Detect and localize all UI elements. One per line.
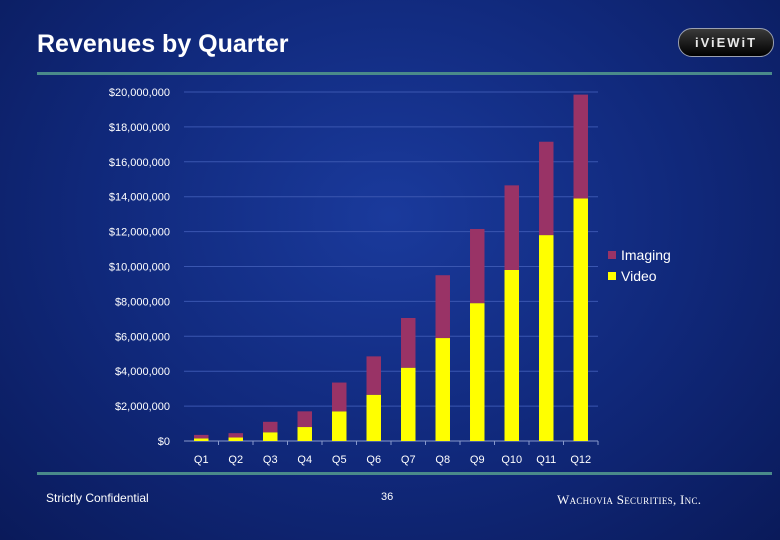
bar-video-q7 (401, 367, 416, 441)
bar-video-q9 (470, 303, 485, 441)
x-tick-label: Q4 (297, 454, 312, 466)
company-name: Wachovia Securities, Inc. (557, 492, 702, 507)
x-tick-label: Q8 (435, 454, 450, 466)
footer-divider (37, 472, 772, 475)
legend-swatch-video (608, 272, 616, 280)
y-tick-label: $14,000,000 (109, 192, 170, 204)
y-tick-label: $16,000,000 (109, 157, 170, 169)
y-tick-label: $12,000,000 (109, 227, 170, 239)
bar-video-q12 (573, 198, 588, 441)
bar-video-q11 (539, 235, 554, 441)
confidential-label: Strictly Confidential (46, 491, 149, 505)
x-tick-label: Q1 (194, 454, 209, 466)
x-tick-label: Q7 (401, 454, 416, 466)
bar-video-q4 (297, 427, 312, 441)
bar-imaging-q6 (366, 356, 381, 395)
legend-label-imaging: Imaging (621, 247, 671, 263)
bar-imaging-q7 (401, 317, 416, 368)
bar-imaging-q5 (332, 382, 347, 412)
bar-video-q6 (366, 394, 381, 441)
x-tick-label: Q5 (332, 454, 347, 466)
bar-video-q5 (332, 411, 347, 441)
y-tick-label: $4,000,000 (115, 366, 170, 378)
slide-title: Revenues by Quarter (37, 30, 289, 58)
bar-imaging-q8 (435, 275, 450, 339)
legend: Imaging Video (608, 247, 671, 284)
bar-imaging-q2 (228, 433, 243, 438)
bar-imaging-q3 (263, 421, 278, 433)
y-tick-label: $2,000,000 (115, 401, 170, 413)
x-tick-label: Q2 (228, 454, 243, 466)
page-number: 36 (381, 491, 394, 503)
bars (194, 94, 588, 441)
axes (184, 440, 599, 445)
y-tick-label: $8,000,000 (115, 296, 170, 308)
bar-imaging-q1 (194, 434, 209, 439)
legend-swatch-imaging (608, 251, 616, 259)
y-tick-label: $10,000,000 (109, 262, 170, 274)
title-divider (37, 72, 772, 75)
x-tick-label: Q3 (263, 454, 278, 466)
bar-video-q3 (263, 432, 278, 441)
bar-imaging-q9 (470, 228, 485, 304)
x-tick-label: Q10 (501, 454, 522, 466)
bar-video-q2 (228, 437, 243, 441)
company-logo: iViEWiT (678, 28, 774, 57)
x-tick-label: Q12 (570, 454, 591, 466)
y-tick-label: $18,000,000 (109, 122, 170, 134)
bar-imaging-q10 (504, 185, 519, 270)
x-tick-label: Q9 (470, 454, 485, 466)
bar-imaging-q12 (573, 94, 588, 199)
legend-label-video: Video (621, 268, 657, 284)
y-tick-label: $6,000,000 (115, 331, 170, 343)
bar-video-q8 (435, 338, 450, 441)
bar-imaging-q11 (539, 141, 554, 236)
bar-video-q1 (194, 438, 209, 441)
bar-video-q10 (504, 269, 519, 441)
y-tick-label: $0 (158, 436, 170, 448)
y-tick-label: $20,000,000 (109, 87, 170, 99)
x-tick-label: Q6 (366, 454, 381, 466)
tick-labels: $0 $2,000,000 $4,000,000 $6,000,000 $8,000,0… (109, 87, 591, 466)
x-tick-label: Q11 (536, 454, 556, 466)
bar-imaging-q4 (297, 411, 312, 428)
gridlines (184, 91, 598, 407)
